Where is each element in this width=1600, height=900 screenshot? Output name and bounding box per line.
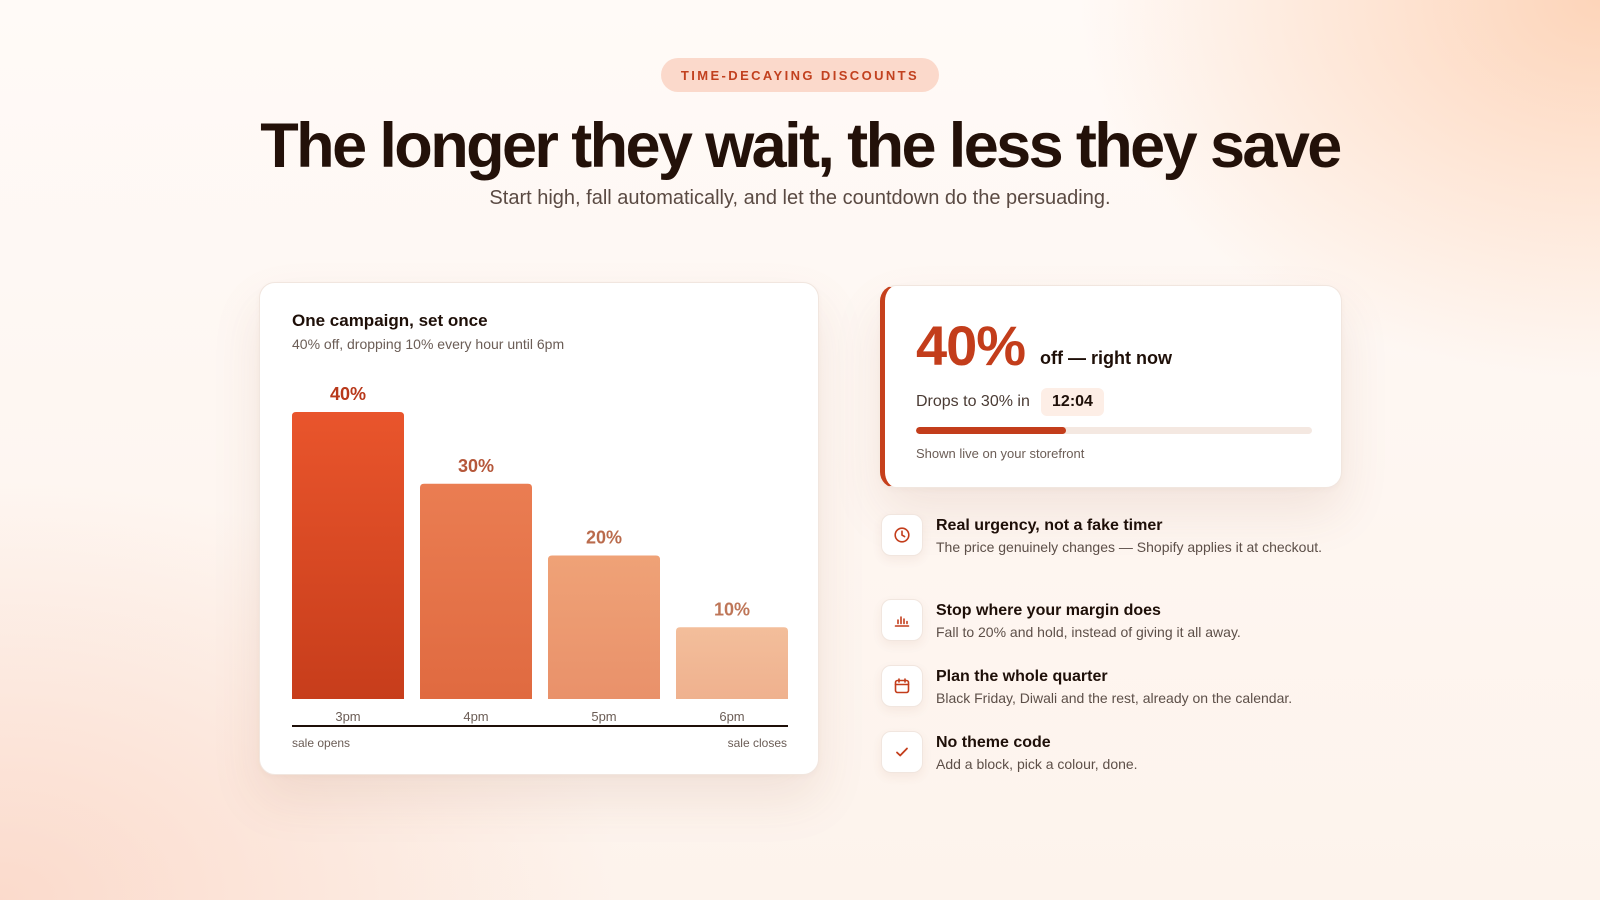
current-discount-percent: 40% [916, 314, 1026, 377]
discount-bar-chart: 40% 3pm 30% 4pm 20% 5pm 10% 6pm [292, 384, 788, 727]
feature-title: No theme code [936, 734, 1051, 751]
clock-icon [881, 514, 923, 556]
feature-description: Fall to 20% and hold, instead of giving … [936, 624, 1241, 640]
bar-6pm [676, 627, 788, 699]
x-tick-label: 4pm [463, 709, 488, 724]
live-discount-card: 40% off — right now Drops to 30% in 12:0… [880, 285, 1342, 488]
off-right-now-label: off — right now [1040, 348, 1172, 368]
x-tick-label: 5pm [591, 709, 616, 724]
countdown-progress-fill [916, 427, 1067, 434]
sale-opens-label: sale opens [292, 736, 351, 750]
feature-title: Plan the whole quarter [936, 668, 1108, 685]
feature-title: Real urgency, not a fake timer [936, 517, 1163, 534]
page-subhead: Start high, fall automatically, and let … [489, 187, 1111, 209]
bar-5pm [548, 555, 660, 699]
countdown-progress-bar [916, 427, 1312, 434]
chart-subtitle: 40% off, dropping 10% every hour until 6… [292, 336, 565, 352]
eyebrow-badge: TIME-DECAYING DISCOUNTS [661, 58, 939, 92]
feature-description: The price genuinely changes — Shopify ap… [936, 539, 1323, 555]
sale-closes-label: sale closes [727, 736, 787, 750]
chart-title: One campaign, set once [292, 311, 488, 330]
feature-description: Add a block, pick a colour, done. [936, 756, 1138, 772]
calendar-icon [881, 665, 923, 707]
storefront-note: Shown live on your storefront [916, 446, 1085, 461]
countdown-timer: 12:04 [1041, 388, 1104, 416]
bar-value-label: 20% [586, 528, 622, 548]
campaign-chart-card: One campaign, set once 40% off, dropping… [259, 282, 819, 775]
page-headline: The longer they wait, the less they save [260, 111, 1342, 181]
check-icon [881, 731, 923, 773]
x-tick-label: 3pm [335, 709, 360, 724]
bar-value-label: 30% [458, 456, 494, 476]
bar-value-label: 40% [330, 384, 366, 404]
next-drop-label: Drops to 30% in [916, 393, 1030, 410]
bar-3pm [292, 412, 404, 699]
feature-description: Black Friday, Diwali and the rest, alrea… [936, 690, 1293, 706]
feature-title: Stop where your margin does [936, 602, 1161, 619]
bar-4pm [420, 483, 532, 699]
x-tick-label: 6pm [719, 709, 744, 724]
bar-chart-icon [881, 599, 923, 641]
bar-value-label: 10% [714, 599, 750, 619]
